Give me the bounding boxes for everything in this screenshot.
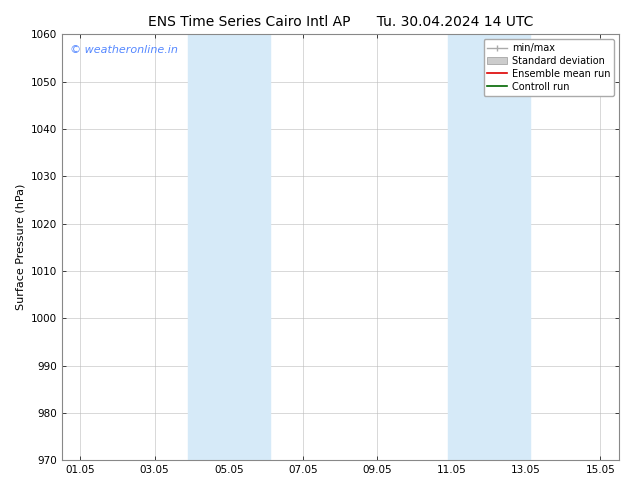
- Title: ENS Time Series Cairo Intl AP      Tu. 30.04.2024 14 UTC: ENS Time Series Cairo Intl AP Tu. 30.04.…: [148, 15, 533, 29]
- Text: © weatheronline.in: © weatheronline.in: [70, 45, 178, 55]
- Bar: [188, 34, 269, 460]
- Bar: [448, 34, 530, 460]
- Y-axis label: Surface Pressure (hPa): Surface Pressure (hPa): [15, 184, 25, 311]
- Legend: min/max, Standard deviation, Ensemble mean run, Controll run: min/max, Standard deviation, Ensemble me…: [484, 39, 614, 96]
